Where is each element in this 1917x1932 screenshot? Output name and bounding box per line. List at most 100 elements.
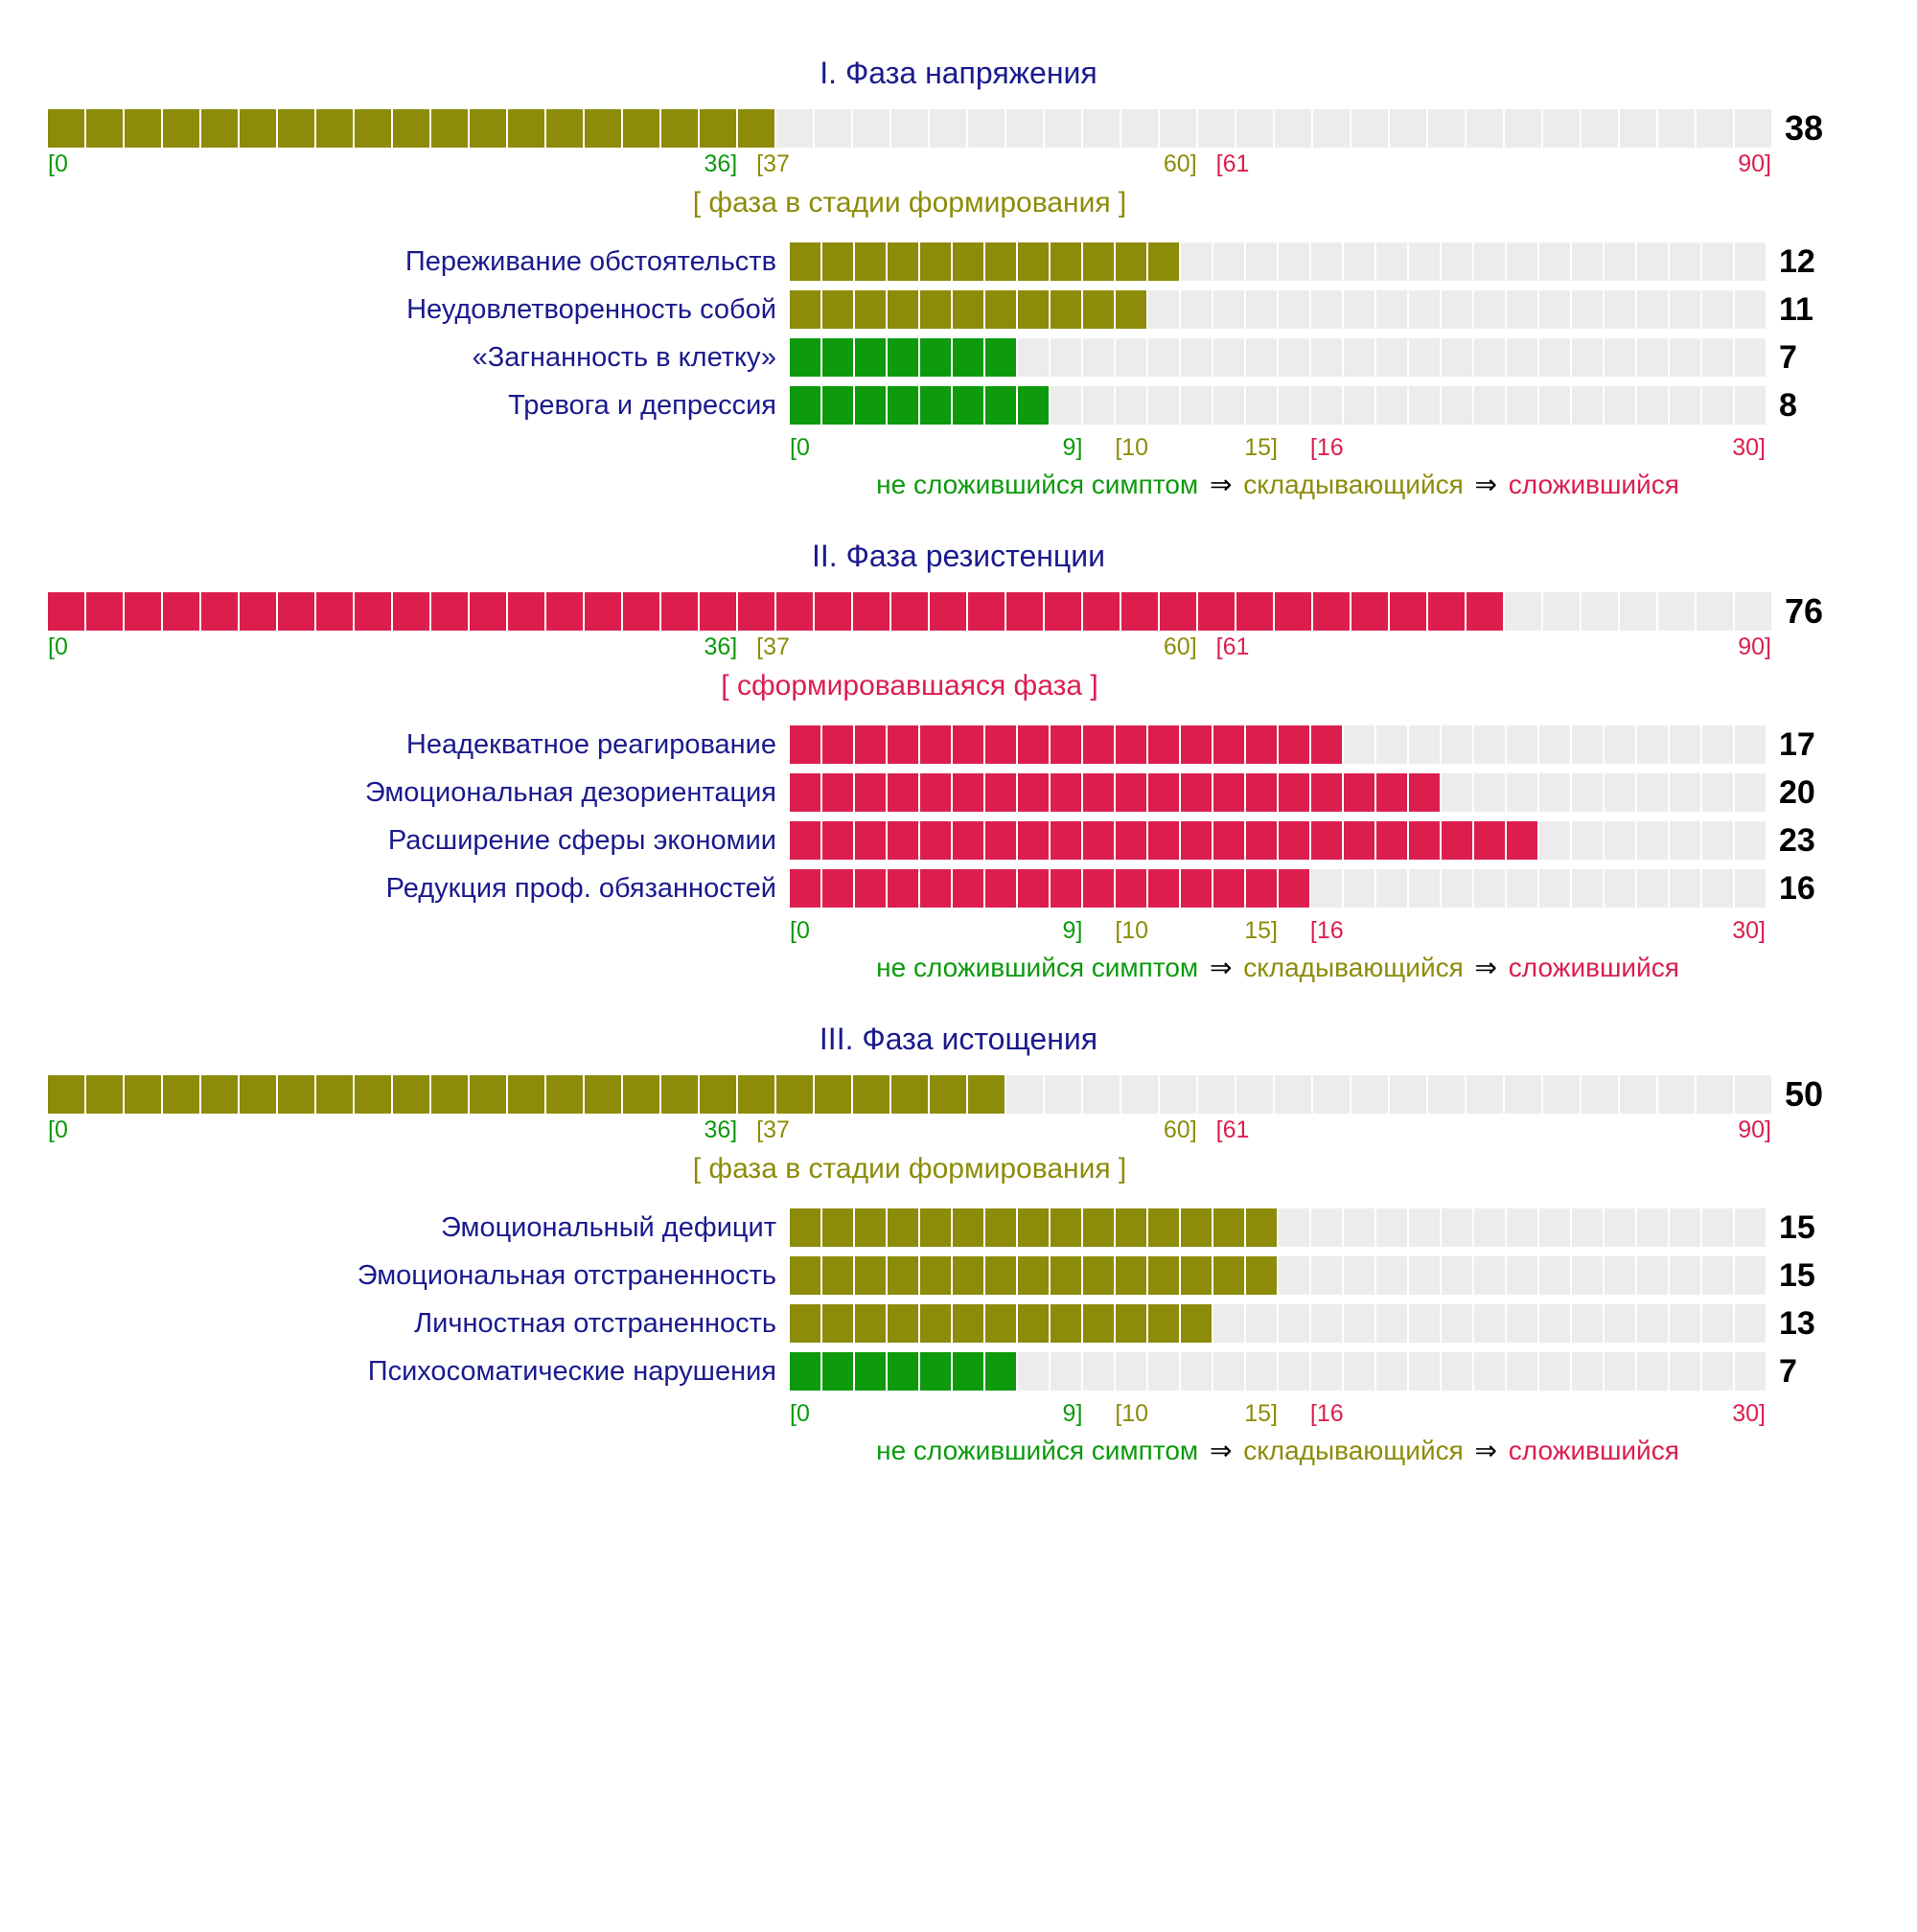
phase-title: I. Фаза напряжения: [48, 56, 1869, 91]
axis-tick: [37: [756, 633, 790, 661]
symptom-label: Психосоматические нарушения: [48, 1356, 776, 1388]
symptom-row: Тревога и депрессия 8: [48, 386, 1869, 425]
phase-block: I. Фаза напряжения38[036][3760][6190][ ф…: [48, 56, 1869, 500]
symptom-label: Расширение сферы экономии: [48, 825, 776, 857]
symptom-value: 20: [1779, 774, 1836, 812]
phase-status: [ фаза в стадии формирования ]: [48, 1153, 1771, 1185]
symptom-row: «Загнанность в клетку» 7: [48, 338, 1869, 377]
symptom-axis: [09][1015][1630]: [790, 917, 1766, 946]
axis-tick: [61: [1216, 1116, 1250, 1144]
axis-tick: [0: [48, 633, 68, 661]
axis-tick: 60]: [1164, 1116, 1197, 1144]
phase-value: 76: [1785, 591, 1852, 632]
symptom-label: Тревога и депрессия: [48, 390, 776, 422]
symptom-label: «Загнанность в клетку»: [48, 342, 776, 374]
axis-tick: 30]: [1732, 1400, 1766, 1428]
symptom-bar: [790, 1256, 1766, 1295]
axis-tick: [16: [1310, 1400, 1344, 1428]
axis-tick: 36]: [704, 633, 737, 661]
symptom-value: 13: [1779, 1305, 1836, 1343]
axis-tick: [0: [790, 434, 810, 462]
symptom-legend: не сложившийся симптом ⇒ складывающийся …: [617, 1435, 1917, 1466]
symptom-row: Редукция проф. обязанностей 16: [48, 869, 1869, 908]
symptom-label: Переживание обстоятельств: [48, 246, 776, 278]
phase-axis: [0 36] [37 60] [61 90]: [48, 633, 1771, 662]
phase-bar: [48, 592, 1771, 631]
symptom-row: Расширение сферы экономии 23: [48, 821, 1869, 860]
phase-bar: [48, 1075, 1771, 1114]
symptom-value: 7: [1779, 339, 1836, 377]
phase-bar-row: 50: [48, 1074, 1869, 1115]
axis-tick: [0: [48, 1116, 68, 1144]
phase-title: III. Фаза истощения: [48, 1022, 1869, 1057]
axis-tick: [61: [1216, 633, 1250, 661]
axis-tick: [16: [1310, 434, 1344, 462]
axis-tick: 90]: [1738, 633, 1771, 661]
symptom-value: 15: [1779, 1209, 1836, 1247]
symptom-value: 7: [1779, 1353, 1836, 1391]
axis-tick: 15]: [1244, 1400, 1278, 1428]
symptom-bar: [790, 242, 1766, 281]
axis-tick: [61: [1216, 150, 1250, 178]
symptom-label: Эмоциональная отстраненность: [48, 1260, 776, 1292]
axis-tick: [0: [790, 917, 810, 945]
symptom-label: Неудовлетворенность собой: [48, 294, 776, 326]
symptom-bar: [790, 1304, 1766, 1343]
symptom-value: 12: [1779, 243, 1836, 281]
axis-tick: 15]: [1244, 917, 1278, 945]
phase-axis: [036][3760][6190]: [48, 150, 1771, 179]
axis-tick: 36]: [704, 150, 737, 178]
axis-tick: [16: [1310, 917, 1344, 945]
symptom-label: Эмоциональная дезориентация: [48, 777, 776, 809]
axis-tick: 60]: [1164, 633, 1197, 661]
phase-bar: [48, 109, 1771, 148]
axis-tick: 60]: [1164, 150, 1197, 178]
phase-status: [ сформировавшаяся фаза ]: [48, 670, 1771, 702]
symptom-axis: [09][1015][1630]: [790, 1400, 1766, 1429]
phase-title: II. Фаза резистенции: [48, 539, 1869, 574]
phase-value: 38: [1785, 108, 1852, 149]
axis-tick: [0: [48, 150, 68, 178]
phase-bar-row: 76: [48, 591, 1869, 632]
symptom-legend: не сложившийся симптом ⇒ складывающийся …: [617, 469, 1917, 500]
axis-tick: 9]: [1063, 917, 1083, 945]
symptom-label: Неадекватное реагирование: [48, 729, 776, 761]
phase-block: II. Фаза резистенции76[036][3760][6190][…: [48, 539, 1869, 983]
symptom-label: Личностная отстраненность: [48, 1308, 776, 1340]
symptom-bar: [790, 338, 1766, 377]
symptom-label: Эмоциональный дефицит: [48, 1212, 776, 1244]
symptom-value: 8: [1779, 387, 1836, 425]
axis-tick: [10: [1115, 434, 1148, 462]
axis-tick: [10: [1115, 1400, 1148, 1428]
symptom-bar: [790, 290, 1766, 329]
phase-value: 50: [1785, 1074, 1852, 1115]
symptom-row: Неудовлетворенность собой11: [48, 290, 1869, 329]
phase-axis: [036][3760][6190]: [48, 1116, 1771, 1145]
symptom-bar: [790, 1352, 1766, 1391]
symptom-value: 17: [1779, 726, 1836, 764]
symptom-bar: [790, 1208, 1766, 1247]
symptom-row: Эмоциональный дефицит 15: [48, 1208, 1869, 1247]
symptom-bar: [790, 821, 1766, 860]
symptom-value: 16: [1779, 870, 1836, 908]
symptom-row: Психосоматические нарушения 7: [48, 1352, 1869, 1391]
symptom-row: Личностная отстраненность 13: [48, 1304, 1869, 1343]
axis-tick: 30]: [1732, 917, 1766, 945]
symptom-bar: [790, 869, 1766, 908]
symptom-value: 23: [1779, 822, 1836, 860]
phase-status: [ фаза в стадии формирования ]: [48, 187, 1771, 219]
symptom-row: Неадекватное реагирование 17: [48, 725, 1869, 764]
symptom-legend: не сложившийся симптом ⇒ складывающийся …: [617, 952, 1917, 983]
symptom-row: Эмоциональная дезориентация 20: [48, 773, 1869, 812]
axis-tick: 30]: [1732, 434, 1766, 462]
symptom-value: 15: [1779, 1257, 1836, 1295]
symptom-row: Эмоциональная отстраненность 15: [48, 1256, 1869, 1295]
axis-tick: 90]: [1738, 1116, 1771, 1144]
axis-tick: [0: [790, 1400, 810, 1428]
axis-tick: 15]: [1244, 434, 1278, 462]
axis-tick: 36]: [704, 1116, 737, 1144]
symptom-bar: [790, 725, 1766, 764]
symptom-row: Переживание обстоятельств 12: [48, 242, 1869, 281]
axis-tick: 9]: [1063, 434, 1083, 462]
symptom-label: Редукция проф. обязанностей: [48, 873, 776, 905]
